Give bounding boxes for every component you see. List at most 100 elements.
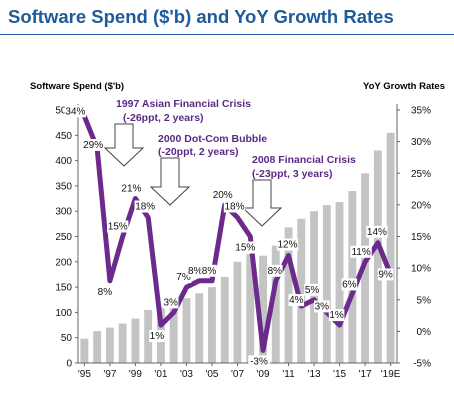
data-label-2002: 3% (163, 297, 178, 308)
data-label-bg-2015 (328, 309, 345, 322)
data-label-bg-2010 (267, 264, 283, 277)
bar-2002 (169, 303, 178, 363)
data-label-2004: 8% (188, 266, 203, 277)
growth-rate-labels: 34%29%8%15%21%18%1%3%7%8% 8%20%18%15%-3%8… (64, 105, 394, 368)
data-label-bg-2001 (149, 330, 165, 343)
data-label-1997: 8% (98, 287, 113, 298)
right-tick-label: 25% (411, 169, 431, 180)
bar-2008 (246, 254, 255, 363)
left-tick-label: 500 (55, 106, 72, 117)
data-label-2015: 1% (329, 310, 344, 321)
data-label-2017: 11% (351, 247, 370, 258)
growth-rate-line (81, 113, 394, 353)
right-axis-title: YoY Growth Rates (363, 81, 445, 92)
bar-series (80, 132, 395, 364)
x-tick-label: '95 (78, 369, 91, 380)
left-tick-label: 400 (55, 156, 72, 167)
annotation-asian-crisis: 1997 Asian Financial Crisis (-26ppt, 2 y… (116, 98, 251, 124)
data-label-2018: 14% (367, 227, 387, 238)
arrow-dotcom-bubble (149, 157, 191, 206)
data-label-1999: 21% (121, 184, 141, 195)
data-label-2003: 7% (176, 272, 191, 283)
left-tick-label: 350 (55, 181, 72, 192)
x-tick-label: '17 (359, 369, 372, 380)
data-label-bg-2016 (341, 278, 358, 291)
data-label-bg-2004 (187, 264, 203, 277)
annotation-dotcom-bubble: 2000 Dot-Com Bubble (-20ppt, 2 years) (158, 133, 267, 158)
data-label-1996: 29% (83, 140, 103, 151)
left-tick-label: 250 (55, 232, 72, 243)
x-tick-label: '97 (103, 369, 116, 380)
right-tick-label: 30% (411, 137, 431, 148)
data-label-bg-2018 (366, 225, 388, 238)
bar-2005 (208, 287, 216, 363)
data-label-bg-2006 (212, 188, 234, 201)
data-label-2006: 20% (213, 190, 233, 201)
data-label-2007: 18% (224, 202, 244, 213)
right-tick-label: 0% (417, 327, 432, 338)
left-tick-label: 150 (55, 283, 72, 294)
data-label-2010: 8% (268, 266, 283, 277)
data-label-bg-1999 (120, 182, 143, 195)
data-label-2012: 4% (289, 295, 304, 306)
data-label-2013: 5% (305, 285, 320, 296)
right-tick-label: 5% (417, 295, 432, 306)
data-label-bg-2007 (223, 200, 246, 213)
title-divider (0, 34, 454, 35)
x-tick-label: '13 (308, 369, 321, 380)
bar-2012 (297, 218, 306, 363)
data-label-bg-1996 (82, 139, 104, 151)
bar-2007 (233, 261, 242, 363)
data-label-2008: 15% (235, 243, 255, 254)
arrow-asian-crisis (103, 123, 145, 167)
annotation-financial-crisis: 2008 Financial Crisis (-23ppt, 3 years) (252, 154, 356, 180)
data-label-bg-2009 (248, 355, 270, 368)
right-tick-label: 20% (411, 200, 431, 211)
left-tick-label: 0 (66, 359, 72, 370)
left-tick-label: 450 (55, 131, 72, 142)
right-tick-label: -5% (413, 359, 431, 370)
chart-title: Software Spend ($'b) and YoY Growth Rate… (8, 6, 394, 27)
data-label-2019E: 9% (378, 269, 393, 280)
data-label-bg-2013 (304, 283, 320, 296)
bar-2015 (335, 202, 344, 363)
data-label-bg-2005 (201, 264, 217, 277)
arrow-financial-crisis (241, 179, 283, 227)
left-tick-label: 50 (61, 333, 73, 344)
data-label-bg-2017 (350, 245, 372, 258)
x-tick-label: '15 (333, 369, 346, 380)
data-label-bg-2008 (234, 241, 256, 254)
data-label-bg-1997 (97, 285, 113, 298)
data-label-bg-1998 (107, 220, 129, 233)
bar-2009 (259, 255, 267, 363)
x-tick-label: '03 (180, 369, 193, 380)
bar-1999 (131, 318, 140, 363)
bar-1997 (105, 327, 114, 363)
data-label-2011: 12% (277, 240, 297, 251)
bar-2018 (373, 150, 382, 363)
data-label-bg-2000 (134, 200, 156, 213)
left-tick-label: 300 (55, 207, 72, 218)
data-label-bg-2019E (377, 268, 394, 281)
x-tick-label: '05 (205, 369, 218, 380)
bar-1995 (80, 338, 89, 363)
annotation-dotcom-detail: (-20ppt, 2 years) (158, 146, 239, 158)
data-label-2016: 6% (342, 279, 357, 290)
right-tick-label: 15% (411, 232, 431, 243)
bar-2016 (348, 191, 357, 363)
data-label-bg-2002 (162, 296, 179, 309)
annotation-asian-crisis-title: 1997 Asian Financial Crisis (116, 98, 251, 110)
bar-2000 (144, 309, 153, 363)
x-tick-label: '19E (381, 369, 401, 380)
crisis-arrows (103, 123, 283, 227)
data-label-bg-2012 (288, 294, 305, 307)
data-label-bg-2011 (276, 238, 299, 251)
left-tick-label: 100 (55, 308, 72, 319)
annotation-financial-crisis-detail: (-23ppt, 3 years) (252, 168, 333, 180)
x-tick-label: '09 (256, 369, 269, 380)
bar-1996 (93, 331, 102, 363)
data-label-2014: 3% (315, 301, 330, 312)
data-label-1995: 34% (65, 106, 85, 117)
bar-2014 (322, 205, 331, 363)
